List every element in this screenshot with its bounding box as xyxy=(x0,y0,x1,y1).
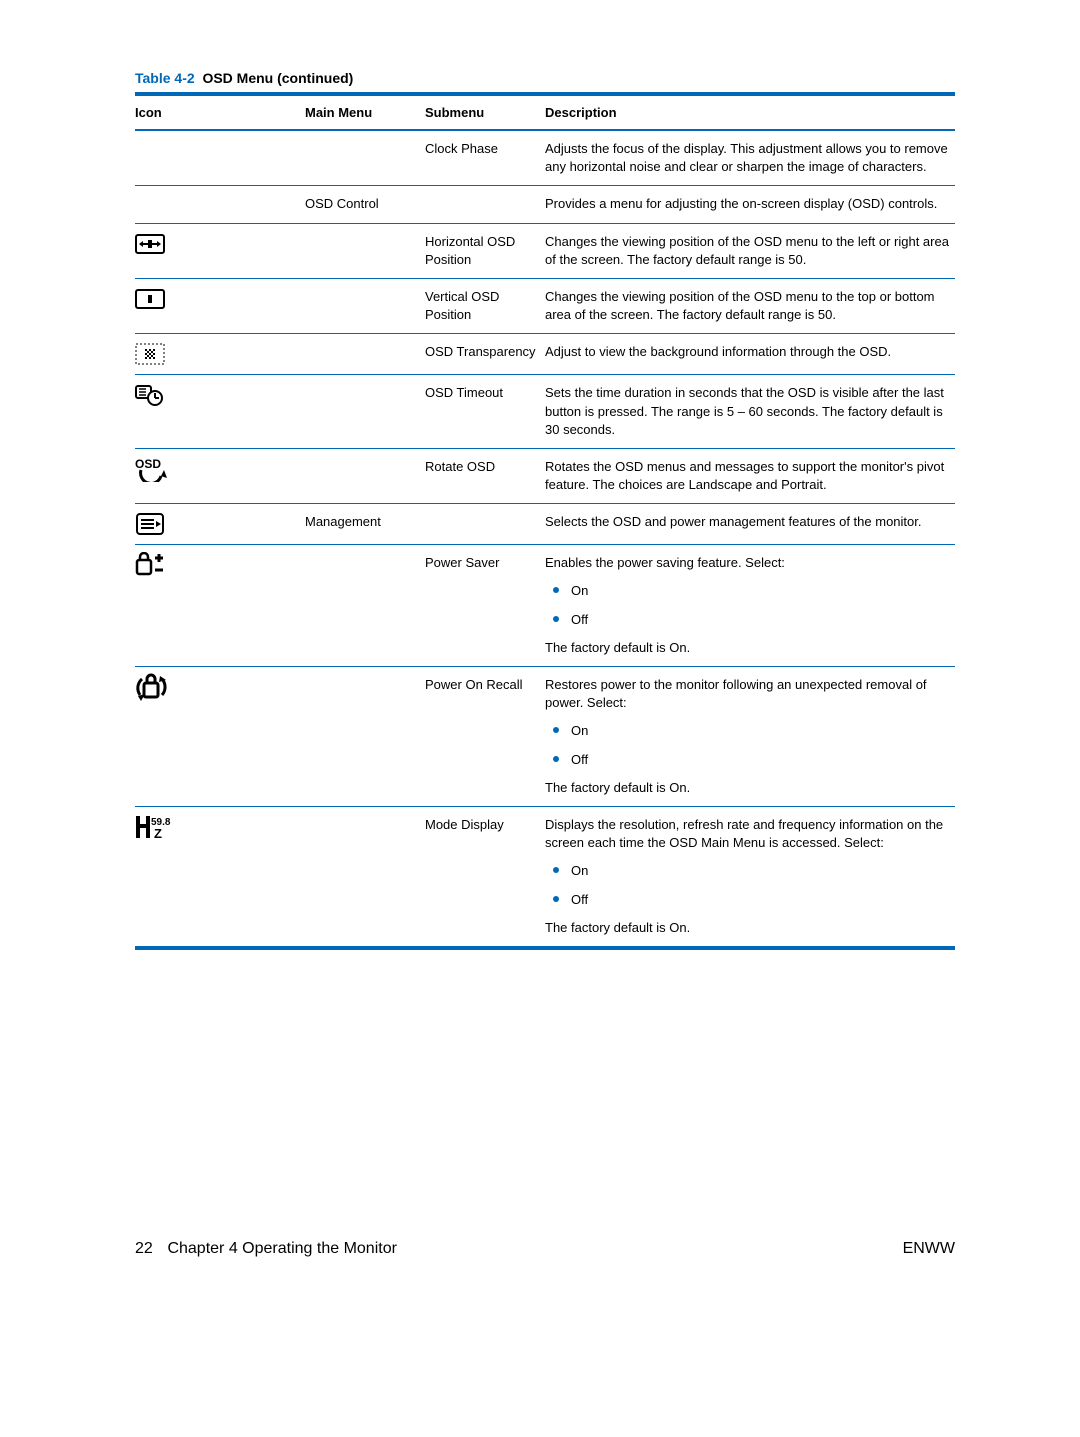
option-list: On Off xyxy=(545,862,949,908)
submenu-label: OSD Transparency xyxy=(425,334,545,375)
submenu-label: OSD Timeout xyxy=(425,375,545,449)
description-text: Enables the power saving feature. Select… xyxy=(545,554,949,572)
table-row: Vertical OSD Position Changes the viewin… xyxy=(135,278,955,333)
option-list: On Off xyxy=(545,582,949,628)
description-tail: The factory default is On. xyxy=(545,779,949,797)
description-text: Rotates the OSD menus and messages to su… xyxy=(545,448,955,503)
footer-right: ENWW xyxy=(903,1240,955,1258)
submenu-label: Vertical OSD Position xyxy=(425,278,545,333)
table-row: 59.8 Z Mode Display Displays the resolut… xyxy=(135,806,955,947)
vertical-position-icon xyxy=(135,285,165,313)
description-text: Selects the OSD and power management fea… xyxy=(545,504,955,545)
description-text: Restores power to the monitor following … xyxy=(545,676,949,712)
chapter-title: Chapter 4 Operating the Monitor xyxy=(167,1240,396,1257)
description-cell: Restores power to the monitor following … xyxy=(545,667,955,807)
description-text: Displays the resolution, refresh rate an… xyxy=(545,816,949,852)
option-item: On xyxy=(545,862,949,880)
mode-display-icon: 59.8 Z xyxy=(135,813,171,841)
page-number: 22 xyxy=(135,1240,163,1258)
option-item: Off xyxy=(545,891,949,909)
osd-menu-table: Icon Main Menu Submenu Description Clock… xyxy=(135,92,955,950)
table-row: Power On Recall Restores power to the mo… xyxy=(135,667,955,807)
option-item: Off xyxy=(545,751,949,769)
table-row: OSD Rotate OSD Rotates the OSD menus and… xyxy=(135,448,955,503)
submenu-label: Mode Display xyxy=(425,806,545,947)
description-text: Provides a menu for adjusting the on-scr… xyxy=(545,186,955,223)
svg-text:OSD: OSD xyxy=(135,457,161,471)
option-item: Off xyxy=(545,611,949,629)
power-on-recall-icon xyxy=(135,673,167,701)
page-footer: 22 Chapter 4 Operating the Monitor ENWW xyxy=(135,1240,955,1258)
submenu-label: Horizontal OSD Position xyxy=(425,223,545,278)
submenu-label: Rotate OSD xyxy=(425,448,545,503)
th-sub: Submenu xyxy=(425,94,545,130)
horizontal-position-icon xyxy=(135,230,165,258)
submenu-label: Power On Recall xyxy=(425,667,545,807)
table-row: Clock Phase Adjusts the focus of the dis… xyxy=(135,130,955,186)
power-saver-icon xyxy=(135,551,165,579)
table-row: OSD Timeout Sets the time duration in se… xyxy=(135,375,955,449)
footer-left: 22 Chapter 4 Operating the Monitor xyxy=(135,1240,397,1258)
description-text: Changes the viewing position of the OSD … xyxy=(545,223,955,278)
table-row: Management Selects the OSD and power man… xyxy=(135,504,955,545)
caption-title: OSD Menu (continued) xyxy=(199,70,354,86)
transparency-icon xyxy=(135,340,165,368)
caption-label: Table 4-2 xyxy=(135,70,195,86)
table-row: OSD Control Provides a menu for adjustin… xyxy=(135,186,955,223)
option-item: On xyxy=(545,722,949,740)
description-text: Adjusts the focus of the display. This a… xyxy=(545,130,955,186)
table-row: Power Saver Enables the power saving fea… xyxy=(135,545,955,667)
description-cell: Enables the power saving feature. Select… xyxy=(545,545,955,667)
rotate-osd-icon: OSD xyxy=(135,455,169,483)
option-item: On xyxy=(545,582,949,600)
option-list: On Off xyxy=(545,722,949,768)
description-text: Changes the viewing position of the OSD … xyxy=(545,278,955,333)
svg-text:Z: Z xyxy=(154,826,162,840)
timeout-icon xyxy=(135,381,165,409)
mainmenu-label: OSD Control xyxy=(305,186,425,223)
th-icon: Icon xyxy=(135,94,305,130)
th-desc: Description xyxy=(545,94,955,130)
description-tail: The factory default is On. xyxy=(545,919,949,937)
page-body: Table 4-2 OSD Menu (continued) Icon Main… xyxy=(0,0,1080,1318)
table-header-row: Icon Main Menu Submenu Description xyxy=(135,94,955,130)
submenu-label: Power Saver xyxy=(425,545,545,667)
table-row: OSD Transparency Adjust to view the back… xyxy=(135,334,955,375)
submenu-label: Clock Phase xyxy=(425,130,545,186)
description-text: Sets the time duration in seconds that t… xyxy=(545,375,955,449)
table-caption: Table 4-2 OSD Menu (continued) xyxy=(135,70,955,86)
description-cell: Displays the resolution, refresh rate an… xyxy=(545,806,955,947)
description-tail: The factory default is On. xyxy=(545,639,949,657)
table-row: Horizontal OSD Position Changes the view… xyxy=(135,223,955,278)
description-text: Adjust to view the background informatio… xyxy=(545,334,955,375)
th-main: Main Menu xyxy=(305,94,425,130)
mainmenu-label: Management xyxy=(305,504,425,545)
management-icon xyxy=(135,510,165,538)
